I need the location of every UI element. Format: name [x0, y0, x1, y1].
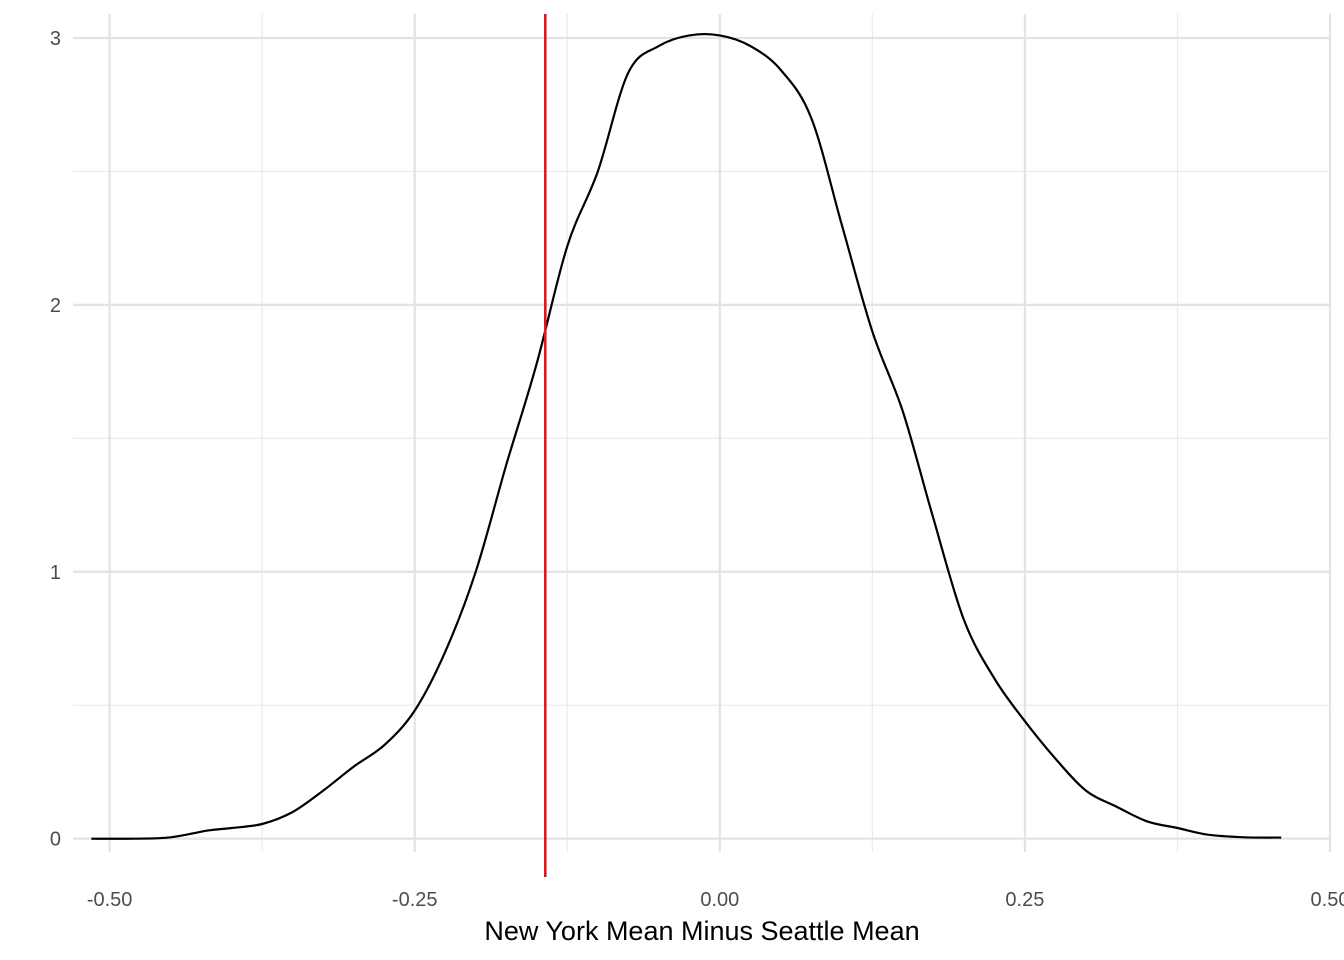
x-axis-title: New York Mean Minus Seattle Mean	[484, 916, 919, 946]
density-curve	[91, 32, 1282, 840]
y-tick-label: 2	[50, 295, 61, 317]
y-tick-label: 3	[50, 28, 61, 50]
x-tick-label: -0.50	[87, 889, 133, 911]
y-axis-tick-labels: 0 1 2 3	[50, 28, 61, 851]
y-tick-label: 1	[50, 562, 61, 584]
major-gridlines	[73, 14, 1332, 852]
minor-gridlines	[73, 14, 1330, 852]
x-tick-label: -0.25	[392, 889, 438, 911]
x-tick-label: 0.25	[1005, 889, 1044, 911]
x-axis-tick-labels: -0.50 -0.25 0.00 0.25 0.50	[87, 889, 1344, 911]
x-tick-label: 0.00	[700, 889, 739, 911]
x-tick-label: 0.50	[1311, 889, 1344, 911]
y-tick-label: 0	[50, 829, 61, 851]
